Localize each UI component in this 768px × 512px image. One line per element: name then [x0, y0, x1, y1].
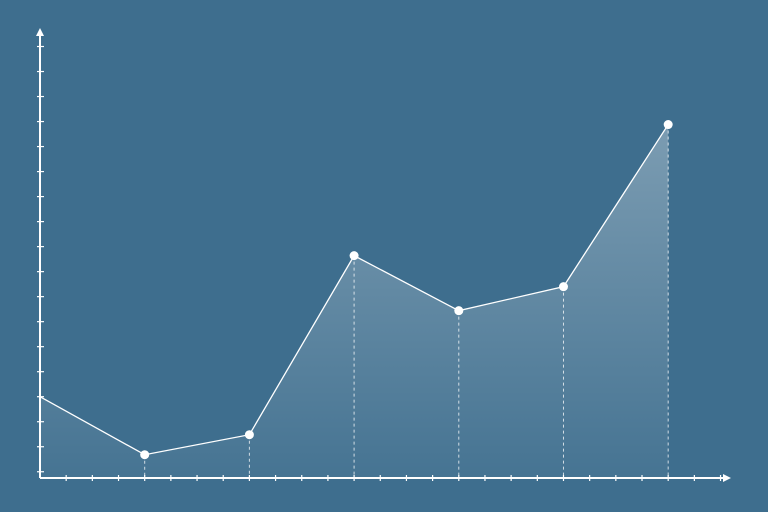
- area-fill: [40, 124, 669, 479]
- point: [454, 306, 464, 316]
- point: [558, 282, 568, 292]
- point: [349, 251, 359, 261]
- y-axis-arrow: [36, 28, 44, 36]
- x-axis-arrow: [723, 474, 731, 482]
- point: [244, 430, 254, 440]
- point: [140, 450, 150, 460]
- point: [663, 120, 673, 130]
